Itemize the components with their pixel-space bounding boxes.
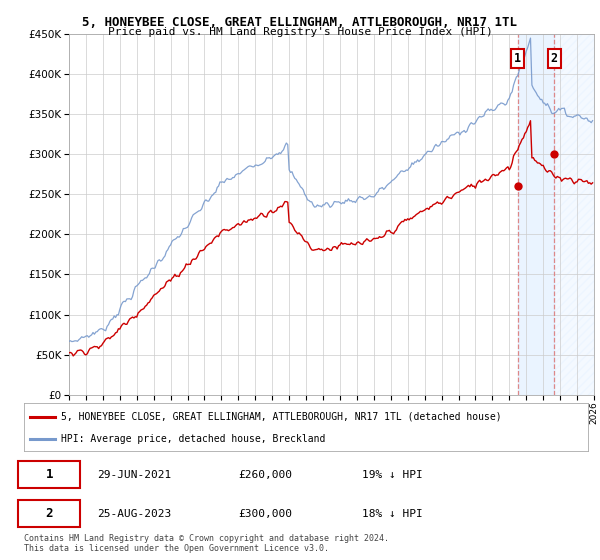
Text: Contains HM Land Registry data © Crown copyright and database right 2024.
This d: Contains HM Land Registry data © Crown c… xyxy=(24,534,389,553)
Text: £300,000: £300,000 xyxy=(238,509,292,519)
Bar xyxy=(554,34,594,395)
Text: HPI: Average price, detached house, Breckland: HPI: Average price, detached house, Brec… xyxy=(61,434,325,444)
Text: £260,000: £260,000 xyxy=(238,470,292,479)
Text: 18% ↓ HPI: 18% ↓ HPI xyxy=(362,509,423,519)
Text: Price paid vs. HM Land Registry's House Price Index (HPI): Price paid vs. HM Land Registry's House … xyxy=(107,27,493,37)
Text: 25-AUG-2023: 25-AUG-2023 xyxy=(97,509,172,519)
Text: 1: 1 xyxy=(514,53,521,66)
Text: 1: 1 xyxy=(46,468,53,481)
Text: 29-JUN-2021: 29-JUN-2021 xyxy=(97,470,172,479)
FancyBboxPatch shape xyxy=(19,500,80,528)
Bar xyxy=(518,34,554,395)
Text: 5, HONEYBEE CLOSE, GREAT ELLINGHAM, ATTLEBOROUGH, NR17 1TL: 5, HONEYBEE CLOSE, GREAT ELLINGHAM, ATTL… xyxy=(83,16,517,29)
Text: 2: 2 xyxy=(46,507,53,520)
FancyBboxPatch shape xyxy=(19,461,80,488)
Text: 2: 2 xyxy=(551,53,558,66)
Text: 19% ↓ HPI: 19% ↓ HPI xyxy=(362,470,423,479)
Text: 5, HONEYBEE CLOSE, GREAT ELLINGHAM, ATTLEBOROUGH, NR17 1TL (detached house): 5, HONEYBEE CLOSE, GREAT ELLINGHAM, ATTL… xyxy=(61,412,501,422)
